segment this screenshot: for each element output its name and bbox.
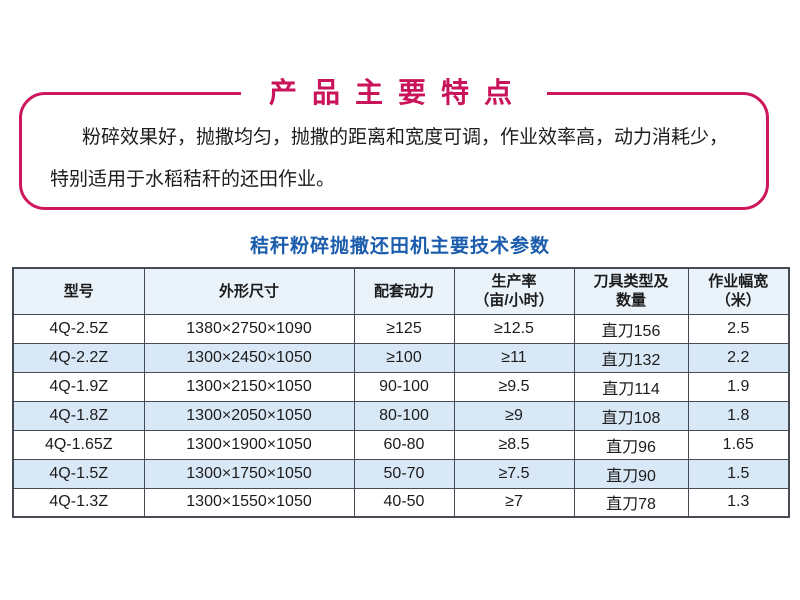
cell-blade-type: 直刀90 (573, 458, 689, 489)
cell-model: 4Q-2.5Z (12, 313, 145, 344)
col-header-line: 刀具类型及 (593, 273, 669, 291)
cell-blade-type: 直刀132 (573, 342, 689, 373)
cell-power: 60-80 (353, 429, 455, 460)
table-row: 4Q-1.8Z 1300×2050×1050 80-100 ≥9 直刀108 1… (12, 400, 790, 431)
col-header-line: （亩/小时） (474, 292, 554, 310)
table-header-row: 型号 外形尺寸 配套动力 生产率 （亩/小时） 刀具类型及 数量 (12, 267, 790, 315)
cell-blade-type: 直刀78 (573, 487, 689, 518)
feature-box-title: 产品主要特点 (240, 76, 548, 110)
cell-productivity: ≥9.5 (453, 371, 575, 402)
col-header-power: 配套动力 (353, 267, 455, 315)
cell-blade-type: 直刀156 (573, 313, 689, 344)
col-header-productivity: 生产率 （亩/小时） (453, 267, 575, 315)
cell-working-width: 2.5 (687, 313, 790, 344)
cell-productivity: ≥11 (453, 342, 575, 373)
col-header-line: 作业幅宽 (708, 273, 769, 291)
cell-productivity: ≥7 (453, 487, 575, 518)
cell-dimensions: 1300×2050×1050 (143, 400, 355, 431)
col-header-model: 型号 (12, 267, 145, 315)
table-title: 秸秆粉碎抛撒还田机主要技术参数 (249, 236, 550, 257)
cell-power: 90-100 (353, 371, 455, 402)
cell-model: 4Q-2.2Z (12, 342, 145, 373)
col-header-line: 配套动力 (373, 282, 434, 300)
feature-box: 产品主要特点 粉碎效果好，抛撒均匀，抛撒的距离和宽度可调，作业效率高，动力消耗少… (19, 76, 769, 210)
cell-model: 4Q-1.65Z (12, 429, 145, 460)
table-row: 4Q-1.9Z 1300×2150×1050 90-100 ≥9.5 直刀114… (12, 371, 790, 402)
cell-model: 4Q-1.5Z (12, 458, 145, 489)
cell-productivity: ≥7.5 (453, 458, 575, 489)
cell-productivity: ≥9 (453, 400, 575, 431)
col-header-dimensions: 外形尺寸 (143, 267, 355, 315)
table-row: 4Q-1.3Z 1300×1550×1050 40-50 ≥7 直刀78 1.3 (12, 487, 790, 518)
cell-working-width: 1.3 (687, 487, 790, 518)
specs-table: 型号 外形尺寸 配套动力 生产率 （亩/小时） 刀具类型及 数量 (12, 267, 790, 518)
col-header-line: 外形尺寸 (218, 282, 279, 300)
col-header-line: 型号 (63, 282, 94, 300)
cell-working-width: 1.8 (687, 400, 790, 431)
col-header-line: （米） (715, 292, 761, 310)
cell-dimensions: 1380×2750×1090 (143, 313, 355, 344)
cell-blade-type: 直刀96 (573, 429, 689, 460)
cell-working-width: 2.2 (687, 342, 790, 373)
table-row: 4Q-1.65Z 1300×1900×1050 60-80 ≥8.5 直刀96 … (12, 429, 790, 460)
cell-model: 4Q-1.3Z (12, 487, 145, 518)
table-row: 4Q-2.2Z 1300×2450×1050 ≥100 ≥11 直刀132 2.… (12, 342, 790, 373)
cell-model: 4Q-1.8Z (12, 400, 145, 431)
cell-dimensions: 1300×1750×1050 (143, 458, 355, 489)
cell-dimensions: 1300×2150×1050 (143, 371, 355, 402)
cell-power: 50-70 (353, 458, 455, 489)
cell-working-width: 1.5 (687, 458, 790, 489)
cell-blade-type: 直刀108 (573, 400, 689, 431)
col-header-blade-type: 刀具类型及 数量 (573, 267, 689, 315)
col-header-line: 生产率 (491, 273, 537, 291)
cell-power: 80-100 (353, 400, 455, 431)
table-row: 4Q-2.5Z 1380×2750×1090 ≥125 ≥12.5 直刀156 … (12, 313, 790, 344)
cell-dimensions: 1300×1900×1050 (143, 429, 355, 460)
cell-dimensions: 1300×1550×1050 (143, 487, 355, 518)
cell-power: ≥100 (353, 342, 455, 373)
cell-productivity: ≥8.5 (453, 429, 575, 460)
cell-blade-type: 直刀114 (573, 371, 689, 402)
cell-working-width: 1.65 (687, 429, 790, 460)
cell-model: 4Q-1.9Z (12, 371, 145, 402)
cell-working-width: 1.9 (687, 371, 790, 402)
col-header-working-width: 作业幅宽 （米） (687, 267, 790, 315)
cell-power: ≥125 (353, 313, 455, 344)
cell-power: 40-50 (353, 487, 455, 518)
feature-text-line-2: 特别适用于水稻秸秆的还田作业。 (50, 169, 336, 190)
cell-dimensions: 1300×2450×1050 (143, 342, 355, 373)
cell-productivity: ≥12.5 (453, 313, 575, 344)
col-header-line: 数量 (615, 292, 646, 310)
feature-text-line-1: 粉碎效果好，抛撒均匀，抛撒的距离和宽度可调，作业效率高，动力消耗少， (82, 127, 729, 148)
table-row: 4Q-1.5Z 1300×1750×1050 50-70 ≥7.5 直刀90 1… (12, 458, 790, 489)
